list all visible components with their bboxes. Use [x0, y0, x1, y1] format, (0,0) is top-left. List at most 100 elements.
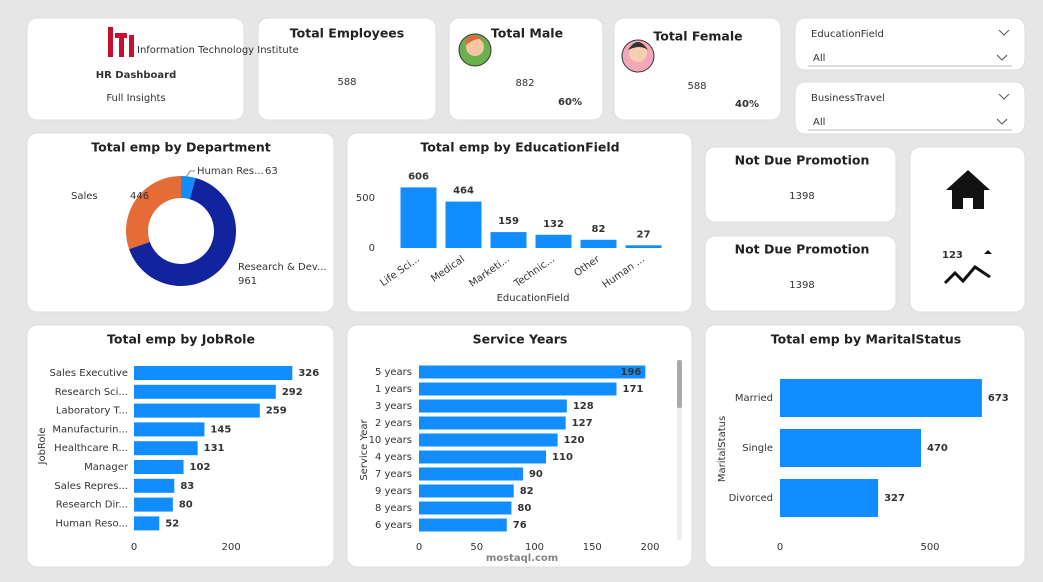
data-label: 76 — [513, 520, 527, 531]
bar — [445, 201, 482, 248]
data-label: 82 — [520, 486, 534, 497]
y-tick-label: Single — [742, 443, 773, 454]
icon-label: 123 — [942, 250, 963, 261]
home-icon — [946, 170, 990, 209]
chevron — [996, 118, 1008, 125]
bar — [419, 399, 567, 413]
card — [26, 17, 245, 121]
chevron — [998, 93, 1010, 100]
chevron — [998, 29, 1010, 36]
y-tick-label: Healthcare R... — [54, 443, 128, 454]
data-label: 171 — [623, 384, 644, 395]
bar — [419, 416, 566, 430]
data-label: 90 — [529, 469, 543, 480]
dashboard-subtitle: Full Insights — [106, 93, 165, 104]
bar — [780, 379, 982, 417]
y-tick-label: Sales Repres... — [54, 481, 128, 492]
leader-line — [185, 170, 195, 178]
bar — [134, 422, 205, 437]
data-label: 292 — [282, 387, 303, 398]
logo-mark — [119, 33, 124, 57]
x-tick-label: 0 — [131, 542, 137, 553]
y-tick-label: 9 years — [375, 486, 412, 497]
bar — [580, 239, 617, 248]
x-tick-label: 50 — [470, 542, 483, 553]
avatar-hair — [628, 42, 648, 50]
donut-label: Human Res... — [197, 166, 264, 177]
bar — [134, 403, 260, 418]
donut-label: Sales — [71, 191, 98, 202]
data-label: 673 — [988, 393, 1009, 404]
slicer-value: All — [813, 53, 825, 64]
chart-title: Total emp by Department — [91, 140, 271, 155]
y-tick-label: Research Dir... — [56, 500, 128, 511]
data-label: 470 — [927, 443, 948, 454]
bar — [419, 484, 514, 498]
y-tick-label: Sales Executive — [50, 368, 128, 379]
y-tick-label: 8 years — [375, 503, 412, 514]
y-tick-label: 7 years — [375, 469, 412, 480]
y-tick-label: 2 years — [375, 418, 412, 429]
x-axis-label: EducationField — [497, 293, 570, 304]
data-label: 961 — [238, 276, 257, 287]
watermark: mostaql.com — [486, 553, 558, 564]
y-tick-label: Laboratory T... — [56, 406, 128, 417]
y-tick-label: 6 years — [375, 520, 412, 531]
y-tick-label: 1 years — [375, 384, 412, 395]
chart-title: Service Years — [473, 332, 568, 347]
bar — [419, 450, 547, 464]
data-label: 326 — [298, 368, 319, 379]
chart-title: Total emp by JobRole — [107, 332, 255, 347]
data-label: 27 — [637, 229, 651, 240]
bar — [625, 245, 662, 248]
chart-title: Total emp by MaritalStatus — [771, 332, 962, 347]
bar — [134, 497, 173, 512]
slicer-title: BusinessTravel — [811, 93, 885, 104]
card — [794, 17, 1026, 71]
y-tick-label: 3 years — [375, 401, 412, 412]
bar — [134, 478, 175, 493]
avatar-hair — [465, 35, 485, 45]
x-tick-label: 0 — [416, 542, 422, 553]
kpi-value: 1398 — [789, 191, 814, 202]
chart-title: Total emp by EducationField — [420, 140, 619, 155]
y-tick-label: 10 years — [369, 435, 412, 446]
bar — [419, 382, 617, 396]
chevron — [996, 54, 1008, 61]
bar — [780, 429, 921, 467]
avatar-face — [629, 44, 647, 62]
data-label: 131 — [204, 443, 225, 454]
bar — [134, 384, 276, 399]
data-label: 606 — [408, 171, 429, 182]
y-tick-label: 500 — [356, 193, 375, 204]
data-label: 102 — [190, 462, 211, 473]
y-tick-label: 0 — [369, 243, 375, 254]
y-tick-label: Manufacturin... — [52, 424, 128, 435]
data-label: 259 — [266, 406, 287, 417]
kpi-value: 588 — [337, 77, 356, 88]
y-axis-label: JobRole — [37, 428, 48, 466]
x-tick-label: 500 — [920, 542, 939, 553]
kpi-value: 882 — [515, 78, 534, 89]
scrollbar-thumb — [677, 360, 682, 408]
donut-segment — [129, 177, 236, 286]
card — [794, 81, 1026, 135]
card — [613, 17, 782, 121]
donut-segment — [125, 175, 181, 250]
card — [257, 17, 437, 121]
kpi-title: Not Due Promotion — [735, 153, 870, 168]
card — [909, 146, 1026, 313]
data-label: 159 — [498, 216, 519, 227]
kpi-title: Total Employees — [290, 26, 404, 41]
data-label: 127 — [572, 418, 593, 429]
card — [704, 146, 897, 223]
data-label: 446 — [130, 191, 149, 202]
trend-icon — [943, 265, 991, 285]
y-axis-label: MaritalStatus — [717, 416, 728, 482]
y-tick-label: 5 years — [375, 367, 412, 378]
data-label: 132 — [543, 219, 564, 230]
data-label: 464 — [453, 186, 474, 197]
trend-icon — [984, 250, 992, 254]
